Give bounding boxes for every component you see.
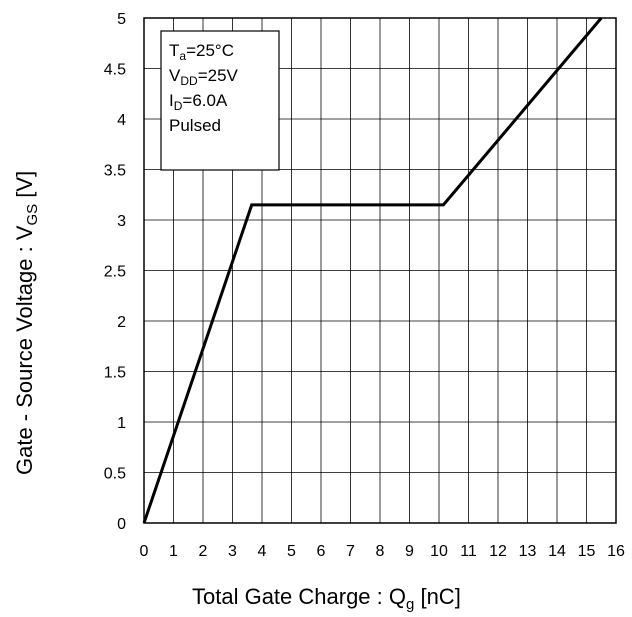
y-tick-label-0: 0: [117, 516, 126, 533]
condition-vdd: VDD=25V: [169, 66, 239, 88]
y-tick-label-8: 4: [117, 112, 126, 129]
x-tick-label-3: 3: [228, 543, 237, 560]
x-tick-label-11: 11: [460, 543, 477, 560]
x-tick-labels: 0 1 2 3 4 5 6 7 8 9 10 11 12 13 14 15 16: [140, 543, 625, 560]
y-tick-label-7: 3.5: [104, 163, 126, 180]
condition-temperature: Ta=25°C: [169, 41, 234, 63]
condition-pulsed: Pulsed: [169, 116, 221, 135]
x-tick-label-4: 4: [258, 543, 267, 560]
y-tick-label-1: 0.5: [104, 466, 126, 483]
y-tick-labels: 0 0.5 1 1.5 2 2.5 3 3.5 4 4.5 5: [104, 11, 126, 533]
x-tick-label-1: 1: [169, 543, 178, 560]
x-tick-label-15: 15: [578, 543, 596, 560]
x-axis-label: Total Gate Charge : Qg [nC]: [192, 584, 461, 613]
x-tick-label-7: 7: [346, 543, 355, 560]
x-tick-label-13: 13: [519, 543, 537, 560]
y-tick-label-3: 1.5: [104, 365, 126, 382]
x-tick-label-10: 10: [430, 543, 448, 560]
y-tick-label-6: 3: [117, 213, 126, 230]
condition-drain-current: ID=6.0A: [169, 91, 228, 113]
conditions-box: Ta=25°C VDD=25V ID=6.0A Pulsed: [160, 30, 280, 171]
y-tick-label-9: 4.5: [104, 62, 126, 79]
series-line-0: [142, 17, 603, 524]
y-tick-label-10: 5: [117, 11, 126, 28]
x-tick-label-12: 12: [489, 543, 507, 560]
x-tick-label-9: 9: [405, 543, 414, 560]
plot-frame: [143, 17, 617, 524]
x-tick-label-8: 8: [376, 543, 385, 560]
conditions-box-border: [160, 30, 280, 171]
x-tick-label-2: 2: [199, 543, 208, 560]
x-tick-label-14: 14: [548, 543, 566, 560]
x-tick-label-6: 6: [317, 543, 326, 560]
y-tick-label-5: 2.5: [104, 264, 126, 281]
y-tick-label-4: 2: [117, 314, 126, 331]
y-tick-label-2: 1: [117, 415, 126, 432]
x-tick-label-5: 5: [287, 543, 296, 560]
y-axis-label: Gate - Source Voltage : VGS [V]: [12, 171, 41, 475]
x-tick-label-16: 16: [607, 543, 625, 560]
x-tick-label-0: 0: [140, 543, 149, 560]
series-layer: [142, 17, 603, 524]
